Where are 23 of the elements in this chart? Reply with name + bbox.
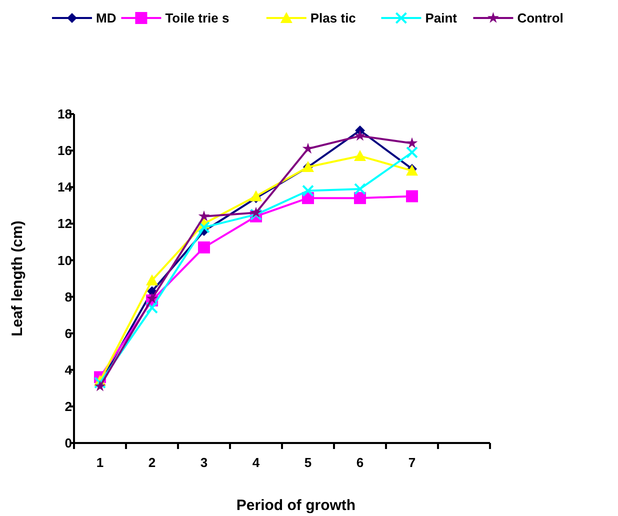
y-tick-label: 12 xyxy=(58,216,72,232)
y-axis-title: Leaf length (cm) xyxy=(9,220,26,336)
y-tick-label: 16 xyxy=(58,143,72,158)
legend-label: Toile trie s xyxy=(165,10,230,26)
x-tick-label: 6 xyxy=(356,455,364,470)
x-tick-label: 7 xyxy=(408,455,416,470)
y-tick-label: 6 xyxy=(64,326,72,341)
y-tick-label: 2 xyxy=(64,398,72,414)
legend-label: MD xyxy=(96,10,116,26)
y-tick-label: 4 xyxy=(64,362,73,378)
y-tick-label: 18 xyxy=(58,106,72,122)
x-axis-title: Period of growth xyxy=(236,497,356,514)
x-tick-label: 5 xyxy=(304,455,312,470)
x-tick-label: 2 xyxy=(148,455,156,470)
legend-label: Paint xyxy=(425,10,458,26)
legend-label: Control xyxy=(517,10,564,26)
legend-label: Plas tic xyxy=(310,10,356,26)
x-tick-label: 4 xyxy=(252,455,260,470)
y-tick-label: 14 xyxy=(58,180,73,195)
x-tick-label: 3 xyxy=(200,455,208,470)
y-tick-label: 10 xyxy=(58,252,72,268)
y-tick-label: 8 xyxy=(64,289,72,304)
x-tick-label: 1 xyxy=(96,455,104,470)
